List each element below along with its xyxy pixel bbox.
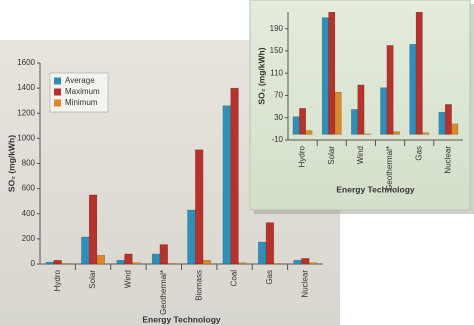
bar (187, 209, 196, 264)
bar (238, 262, 247, 264)
bars (45, 87, 318, 264)
bar (363, 133, 371, 135)
bar (273, 263, 282, 264)
y-tick-label: 70 (274, 91, 283, 100)
bar (61, 263, 70, 264)
y-tick-label: 110 (270, 68, 283, 77)
x-tick-label: Biomass (194, 270, 203, 301)
y-tick-label: 600 (22, 184, 36, 193)
bar (202, 259, 212, 264)
bar (159, 244, 168, 264)
bar (305, 130, 313, 135)
bars (292, 12, 459, 135)
legend-label: Maximum (65, 87, 100, 96)
bar (438, 111, 446, 135)
y-tick-label: 200 (22, 234, 36, 243)
x-tick-label: Hydro (53, 269, 62, 291)
x-tick-label: Solar (88, 270, 97, 289)
x-tick-label: Hydro (298, 145, 307, 167)
bar (386, 45, 394, 135)
bar (351, 109, 358, 135)
x-tick-label: Gas (414, 146, 423, 161)
y-tick-label: 800 (22, 159, 36, 168)
bar (444, 104, 452, 135)
bar (451, 123, 459, 135)
bar (293, 259, 302, 264)
y-tick-label: 1000 (17, 133, 35, 142)
bar (308, 262, 318, 264)
bar (299, 108, 307, 135)
x-tick-label: Geothermal* (385, 146, 394, 191)
bar (334, 91, 342, 135)
bar (357, 84, 365, 135)
x-tick-label: Gas (265, 270, 274, 285)
bar (151, 253, 161, 264)
y-tick-label: 1400 (17, 83, 35, 92)
bar (222, 105, 231, 264)
x-tick-label: Wind (124, 270, 133, 288)
x-tick-label: Coal (230, 270, 239, 287)
bar (124, 253, 133, 264)
legend-label: Minimum (65, 98, 98, 107)
bar (393, 131, 400, 135)
bar (195, 149, 204, 264)
bar (328, 12, 336, 135)
y-tick-label: 1600 (17, 58, 35, 67)
y-tick-label: 150 (270, 46, 284, 55)
legend-swatch (54, 88, 61, 96)
y-tick-label: 400 (22, 209, 36, 218)
bar (321, 17, 329, 135)
bar (292, 116, 300, 135)
y-tick-label: 1200 (17, 108, 35, 117)
y-tick-label: -10 (271, 135, 283, 144)
bar (53, 259, 62, 264)
bar (45, 261, 55, 264)
bar (415, 12, 423, 135)
x-tick-label: Solar (327, 146, 336, 165)
y-tick-label: 190 (270, 24, 284, 33)
x-axis-title: Energy Technology (142, 314, 221, 324)
legend-label: Average (65, 76, 95, 85)
legend-swatch (54, 99, 61, 107)
bar (258, 241, 267, 264)
bar (265, 222, 275, 264)
inset-chart: -10 30 70 110 150 190 Hydro Solar Wind Geothermal… (256, 12, 463, 194)
x-tick-label: Geothermal* (159, 270, 168, 315)
bar (422, 132, 430, 135)
bar (96, 254, 105, 264)
bar (409, 44, 417, 135)
x-axis-title: Energy Technology (336, 184, 415, 194)
bar (81, 236, 90, 264)
bar (301, 258, 310, 264)
x-tick-label: Nuclear (300, 270, 309, 298)
y-axis-title: SO₂ (mg/kWh) (256, 47, 266, 104)
main-chart: 0 200 400 600 800 1000 1200 1400 1600 Hydro Solar W… (6, 58, 323, 324)
bar (380, 87, 388, 135)
bar (88, 194, 98, 264)
bar (116, 259, 125, 264)
bar (167, 263, 176, 264)
legend-swatch (54, 77, 61, 85)
y-tick-label: 30 (274, 113, 283, 122)
bar (230, 87, 239, 264)
x-tick-label: Nuclear (444, 146, 453, 174)
bar (132, 262, 141, 264)
y-axis-title: SO₂ (mg/kWh) (6, 135, 16, 192)
y-tick-label: 0 (31, 259, 36, 268)
x-tick-label: Wind (356, 146, 365, 164)
